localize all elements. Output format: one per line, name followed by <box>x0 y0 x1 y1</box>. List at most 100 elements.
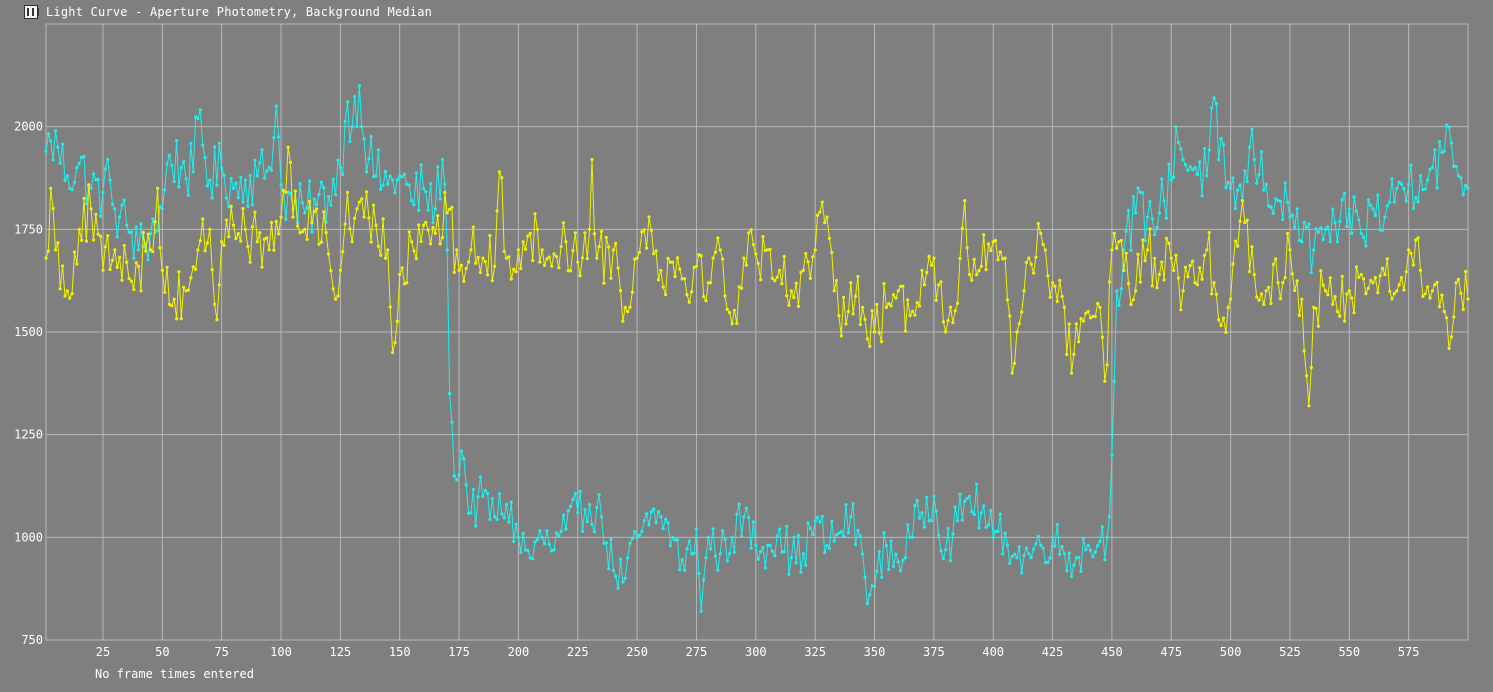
data-point <box>58 161 62 165</box>
data-point <box>768 247 772 251</box>
data-point <box>469 511 473 515</box>
data-point <box>842 535 846 539</box>
data-point <box>258 161 262 165</box>
data-point <box>1300 240 1304 244</box>
data-point <box>1088 548 1093 552</box>
y-tick-label: 1500 <box>14 325 43 339</box>
data-point <box>1305 225 1309 229</box>
data-point <box>775 275 779 279</box>
data-point <box>1257 173 1261 177</box>
data-point <box>438 242 442 246</box>
data-point <box>815 213 820 217</box>
data-point <box>277 232 281 236</box>
data-point <box>1409 251 1413 255</box>
data-point <box>1172 268 1176 273</box>
data-point <box>977 526 981 530</box>
data-point <box>1295 279 1299 283</box>
data-point <box>659 515 663 519</box>
data-point <box>234 237 238 241</box>
data-point <box>1414 238 1418 242</box>
x-tick-label: 50 <box>155 645 169 659</box>
data-point <box>626 556 630 560</box>
data-point <box>1267 204 1271 208</box>
data-point <box>884 305 889 309</box>
data-point <box>1048 295 1052 299</box>
data-point <box>464 483 468 487</box>
data-point <box>1288 215 1292 219</box>
data-point <box>279 215 283 219</box>
data-point <box>1027 256 1031 260</box>
data-point <box>1397 180 1401 184</box>
x-tick-label: 500 <box>1220 645 1242 659</box>
data-point <box>260 148 264 152</box>
data-point <box>937 533 941 537</box>
data-point <box>1361 235 1366 239</box>
data-point <box>1402 288 1406 292</box>
data-point <box>277 135 281 139</box>
data-point <box>357 200 361 204</box>
data-point <box>820 200 824 204</box>
data-point <box>243 227 247 231</box>
data-point <box>198 239 202 243</box>
data-point <box>1065 352 1069 357</box>
data-point <box>248 260 252 264</box>
data-point <box>1081 319 1085 323</box>
data-point <box>1148 200 1152 204</box>
data-point <box>1459 176 1463 180</box>
data-point <box>1117 240 1121 244</box>
data-point <box>827 236 832 240</box>
data-point <box>1264 182 1268 186</box>
data-point <box>723 294 727 298</box>
data-point <box>1312 248 1316 252</box>
data-point <box>1202 147 1207 151</box>
data-point <box>1193 281 1197 285</box>
data-point <box>196 116 200 121</box>
data-point <box>1105 535 1109 539</box>
data-point <box>331 177 335 181</box>
data-point <box>839 530 843 534</box>
data-point <box>773 279 777 283</box>
data-point <box>801 268 805 272</box>
data-point <box>1024 546 1028 550</box>
app-icon[interactable] <box>24 5 39 19</box>
data-point <box>528 556 532 560</box>
data-point <box>1364 244 1368 248</box>
data-point <box>680 277 684 281</box>
data-point <box>1380 228 1385 232</box>
data-point <box>448 392 452 396</box>
data-point <box>1055 523 1059 527</box>
data-point <box>986 523 991 527</box>
data-point <box>820 514 824 518</box>
data-point <box>99 214 103 218</box>
data-point <box>1112 379 1116 383</box>
data-point <box>1098 305 1102 309</box>
data-point <box>1046 560 1050 564</box>
data-point <box>1015 330 1019 334</box>
data-point <box>967 494 972 498</box>
data-point <box>326 252 331 256</box>
data-point <box>1373 276 1377 280</box>
data-point <box>222 243 226 247</box>
data-point <box>920 268 924 272</box>
data-point <box>229 176 233 180</box>
data-point <box>1416 200 1420 204</box>
data-point <box>766 248 770 252</box>
x-tick-label: 375 <box>923 645 945 659</box>
data-point <box>557 266 561 270</box>
data-point <box>224 196 228 200</box>
data-point <box>1248 270 1252 274</box>
data-point <box>742 515 746 519</box>
data-point <box>215 318 219 322</box>
data-point <box>759 278 763 282</box>
data-point <box>1157 272 1161 277</box>
data-point <box>1354 265 1358 269</box>
data-point <box>709 281 713 285</box>
data-point <box>557 534 561 538</box>
data-point <box>1069 574 1074 579</box>
data-point <box>1447 346 1451 350</box>
data-point <box>533 212 537 216</box>
data-point <box>1371 207 1375 211</box>
data-point <box>901 558 905 562</box>
data-point <box>1369 278 1373 283</box>
x-tick-label: 300 <box>745 645 767 659</box>
